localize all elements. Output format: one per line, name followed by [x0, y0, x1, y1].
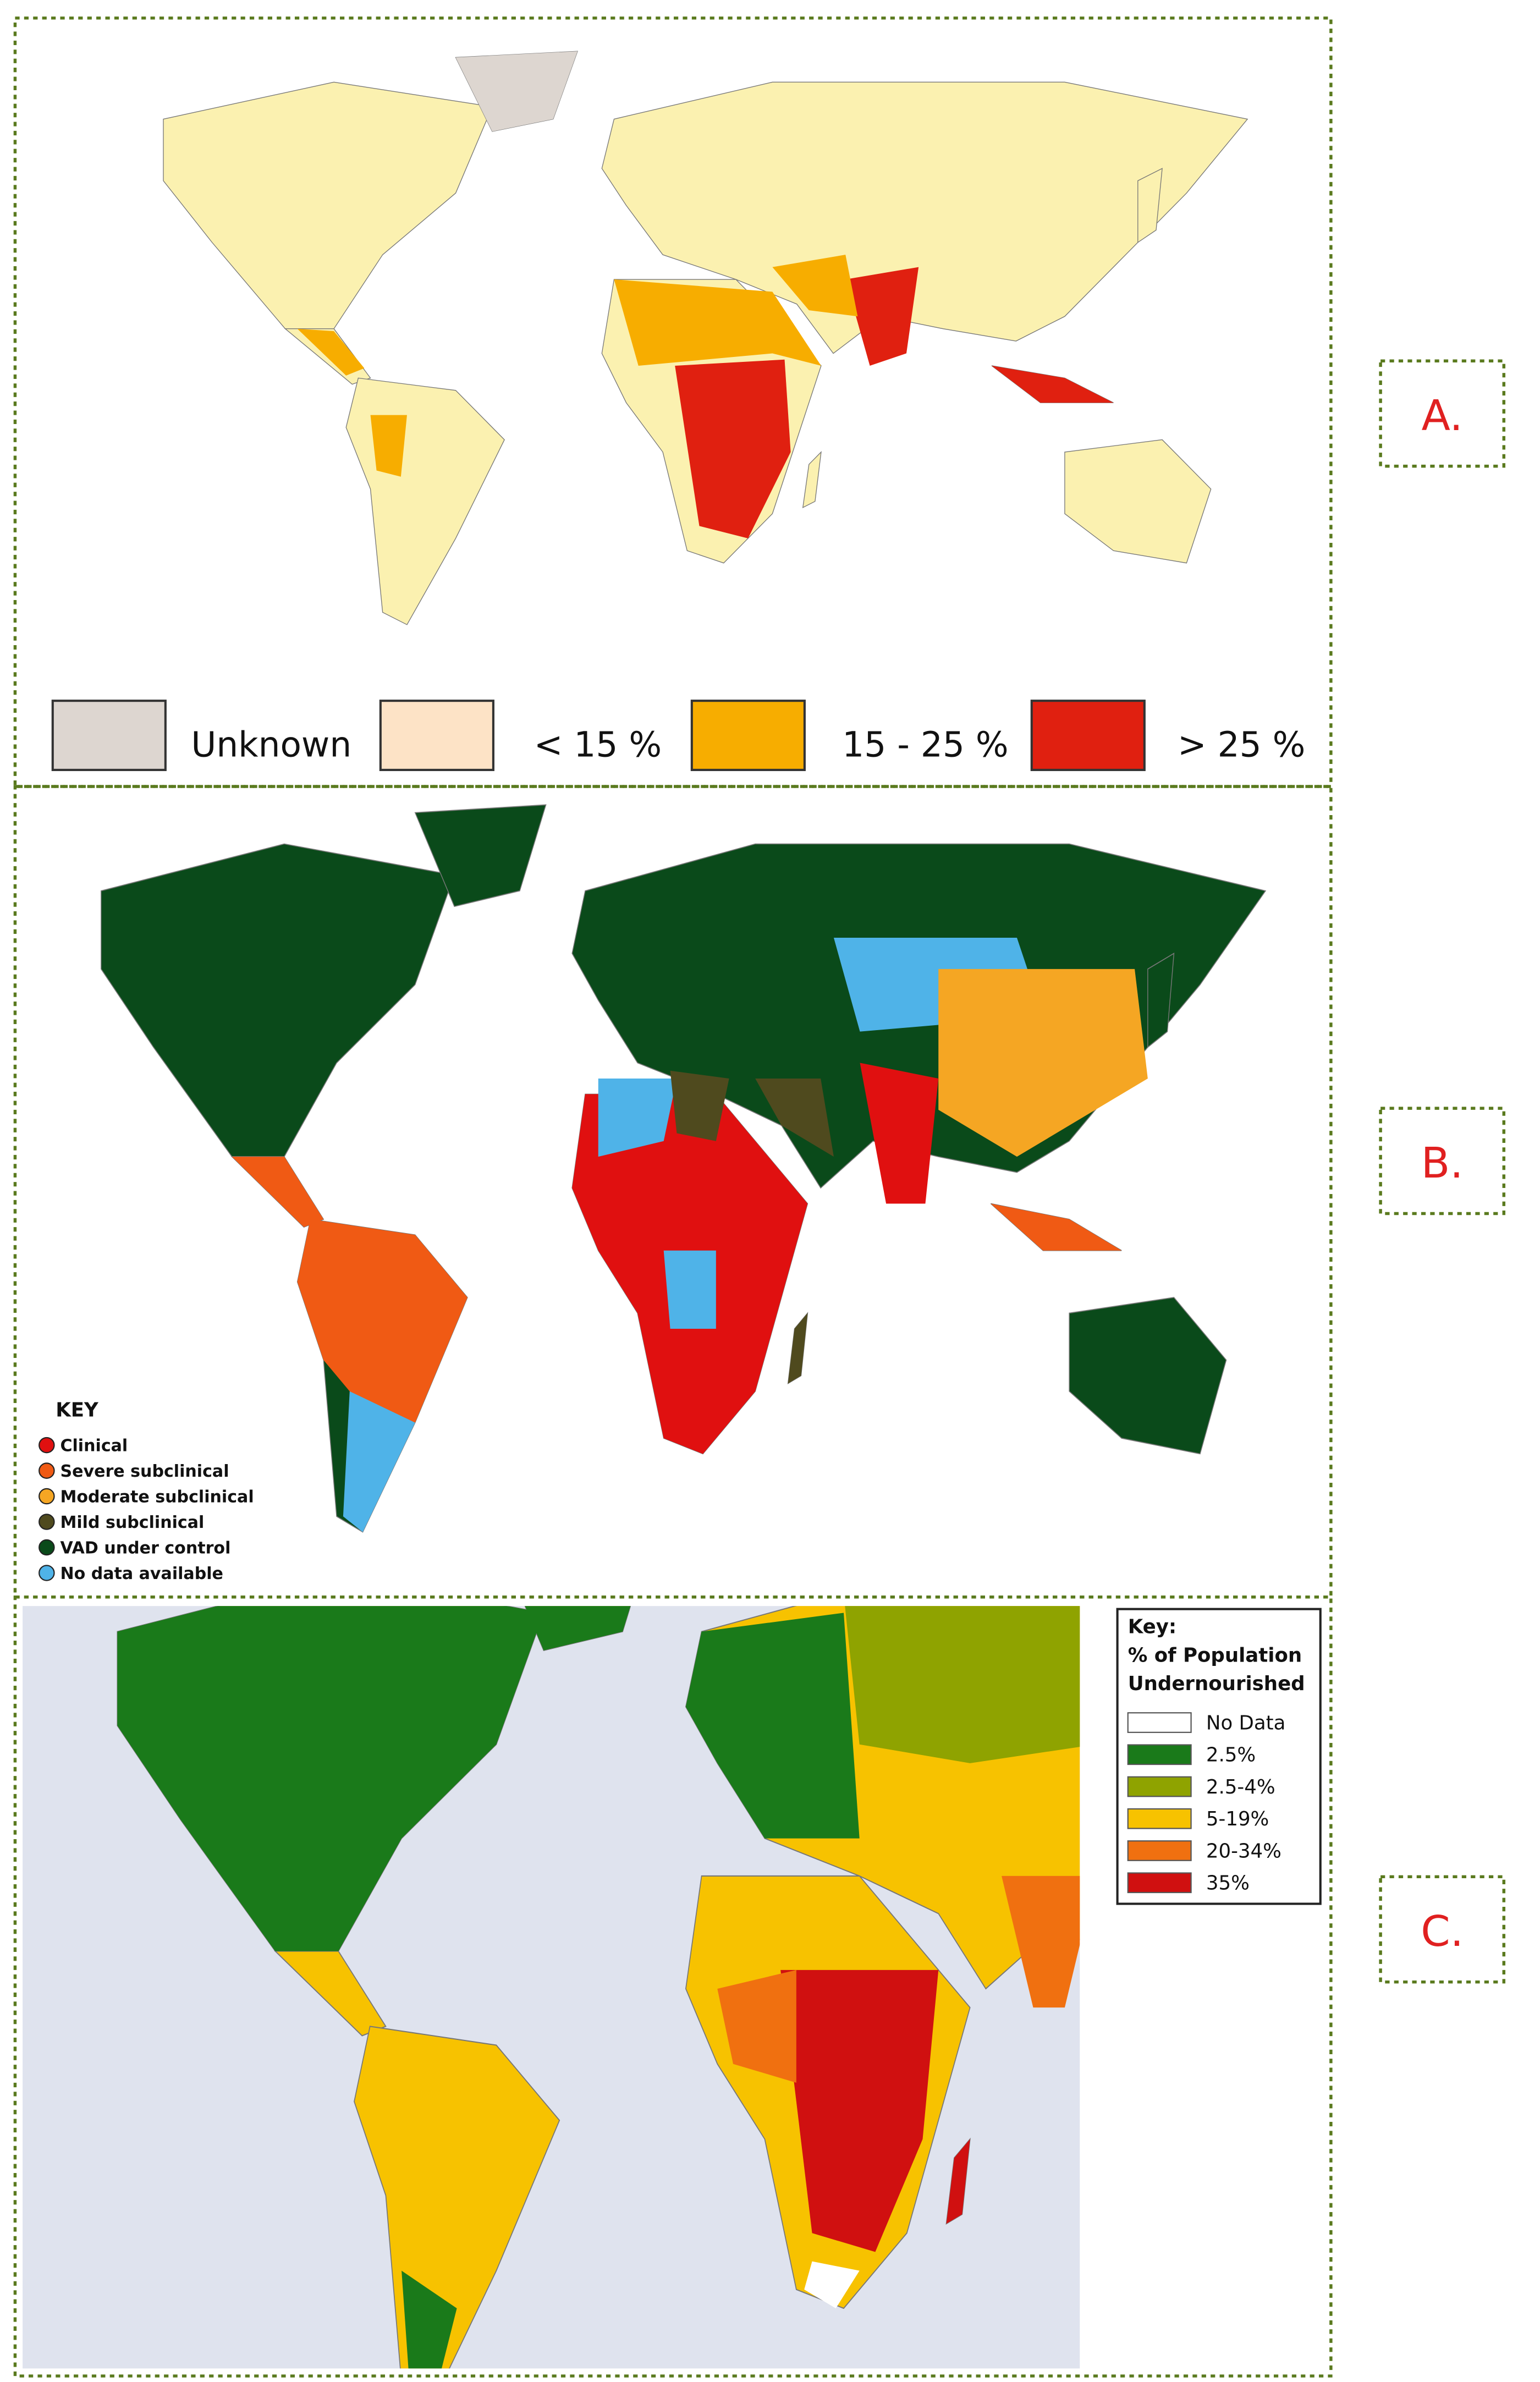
legend-swatch	[38, 1539, 55, 1556]
legend-swatch	[38, 1462, 55, 1479]
legend-label: Severe subclinical	[60, 1462, 229, 1481]
legend-swatch	[51, 700, 167, 771]
legend-label: Unknown	[191, 724, 351, 764]
legend-swatch	[1127, 1712, 1192, 1733]
legend-swatch	[1127, 1840, 1192, 1861]
panel-frame	[13, 1596, 1333, 2378]
legend-swatch	[1127, 1744, 1192, 1765]
panel-label: A.	[1422, 392, 1463, 441]
map-a	[162, 51, 1248, 625]
legend-swatch	[379, 700, 494, 771]
panel-frame	[13, 16, 1333, 788]
panel-label: B.	[1421, 1139, 1464, 1188]
legend-swatch	[1127, 1872, 1192, 1894]
legend-swatch	[38, 1514, 55, 1530]
legend-label: 2.5%	[1206, 1744, 1256, 1767]
legend-title: KEY	[56, 1399, 99, 1422]
legend-label: 15 - 25 %	[842, 724, 1008, 764]
legend-label: Clinical	[60, 1437, 128, 1456]
legend-label: No Data	[1206, 1712, 1285, 1734]
legend-swatch	[1030, 700, 1146, 771]
panel-frame	[13, 785, 1333, 1599]
legend-label: VAD under control	[60, 1538, 230, 1558]
panel-label-box	[1379, 1875, 1506, 1984]
legend-swatch	[38, 1437, 55, 1454]
legend-label: No data available	[60, 1564, 223, 1583]
map-b	[100, 804, 1267, 1533]
legend-swatch	[38, 1565, 55, 1581]
legend-label: < 15 %	[534, 724, 662, 764]
legend-title: Undernourished	[1128, 1673, 1305, 1695]
legend-label: 20-34%	[1206, 1840, 1282, 1862]
legend-swatch	[1127, 1808, 1192, 1829]
panel-label-box	[1379, 1107, 1506, 1215]
legend-title: % of Population	[1128, 1644, 1302, 1666]
legend-label: Mild subclinical	[60, 1513, 204, 1532]
legend-label: Moderate subclinical	[60, 1487, 254, 1506]
legend-title: Key:	[1128, 1615, 1176, 1638]
legend-swatch	[690, 700, 806, 771]
legend-swatch	[1127, 1776, 1192, 1797]
legend-label: 2.5-4%	[1206, 1776, 1275, 1798]
map-c	[116, 1606, 1080, 2369]
panel-label: C.	[1421, 1907, 1464, 1956]
legend-label: 5-19%	[1206, 1808, 1269, 1830]
legend-label: 35%	[1206, 1872, 1250, 1895]
legend-label: > 25 %	[1178, 724, 1305, 764]
panel-label-box	[1379, 359, 1506, 468]
legend-swatch	[38, 1488, 55, 1505]
